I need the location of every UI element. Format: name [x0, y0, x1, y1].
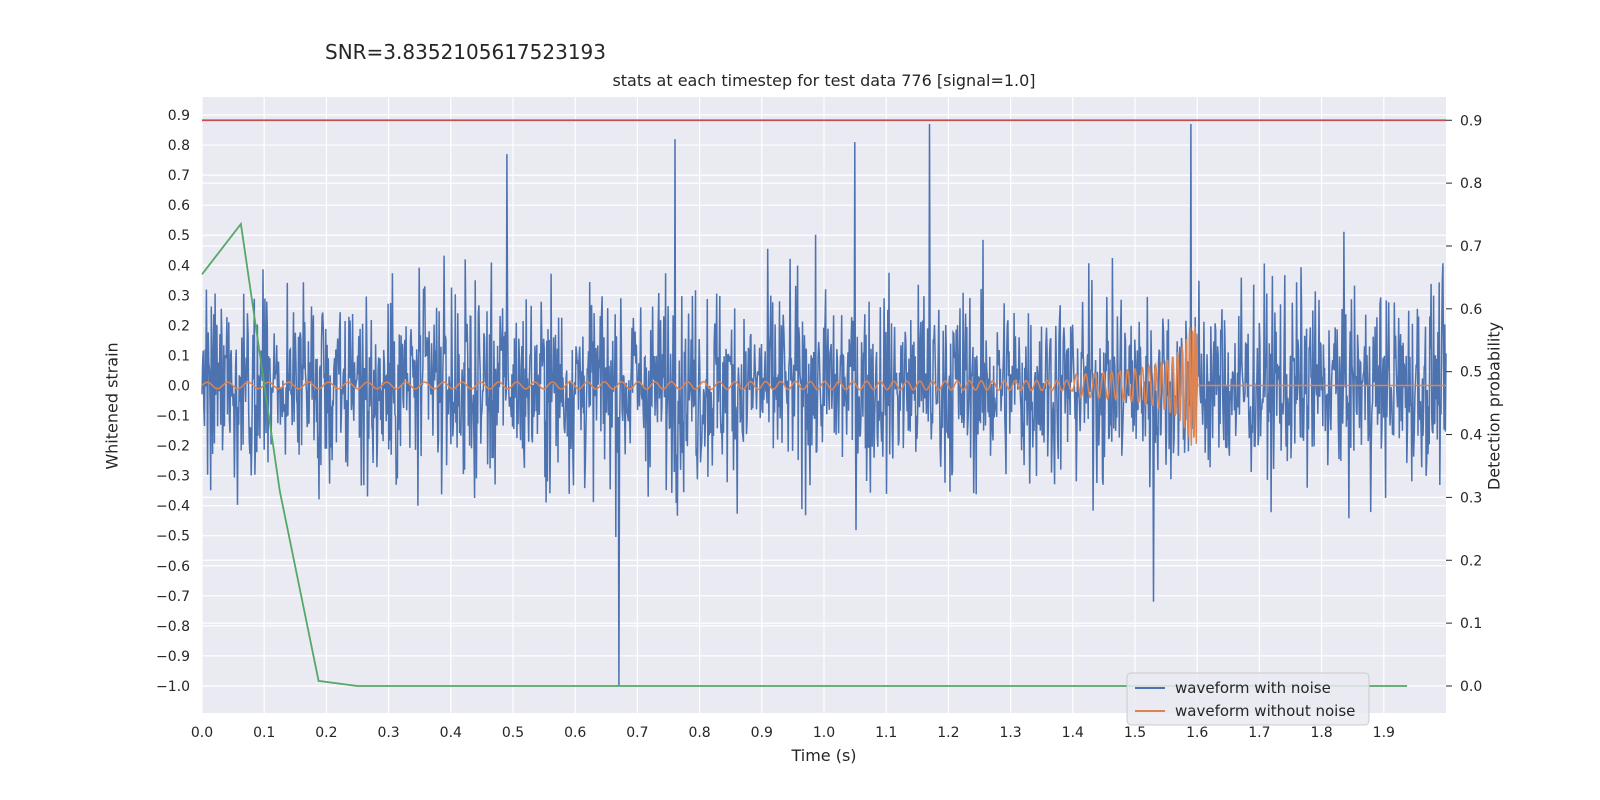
snr-suptitle: SNR=3.8352105617523193 [325, 40, 606, 64]
y-tick-label: 0.6 [168, 198, 190, 214]
y-tick-label: 0.5 [168, 228, 190, 244]
x-tick-label: 1.9 [1373, 725, 1395, 741]
legend-label: waveform without noise [1175, 702, 1355, 720]
y-tick-label: 0.9 [168, 108, 190, 124]
y-axis-label: Whitened strain [102, 342, 122, 470]
x-tick-label: 1.6 [1186, 725, 1208, 741]
x-axis-label: Time (s) [791, 746, 857, 765]
x-tick-label: 1.3 [999, 725, 1021, 741]
series-waveform-with-noise [201, 123, 1447, 687]
y2-tick-label: 0.8 [1460, 176, 1482, 192]
x-tick-label: 1.7 [1248, 725, 1270, 741]
y2-tick-label: 0.7 [1460, 239, 1482, 255]
y2-tick-label: 0.5 [1460, 365, 1482, 381]
x-axis-ticks: 0.0 0.1 0.2 0.3 0.4 0.5 0.6 0.7 0.8 0.9 1.0 1.1 1.2 1… [191, 725, 1395, 741]
y-tick-label: −0.8 [156, 619, 190, 635]
x-tick-label: 1.1 [875, 725, 897, 741]
y2-tick-label: 0.0 [1460, 679, 1482, 695]
y-tick-label: 0.4 [168, 258, 190, 274]
legend-label: waveform with noise [1175, 679, 1331, 697]
x-tick-label: 0.9 [751, 725, 773, 741]
y-tick-label: −0.5 [156, 529, 190, 545]
x-tick-label: 0.6 [564, 725, 586, 741]
x-tick-label: 1.0 [813, 725, 835, 741]
x-tick-label: 1.5 [1124, 725, 1146, 741]
y-tick-label: 0.1 [168, 348, 190, 364]
y-tick-label: 0.0 [168, 378, 190, 394]
y-tick-label: −0.4 [156, 499, 190, 515]
y2-tick-label: 0.9 [1460, 113, 1482, 129]
y-tick-label: −0.6 [156, 559, 190, 575]
x-tick-label: 0.1 [253, 725, 275, 741]
x-tick-label: 0.2 [315, 725, 337, 741]
y2-tick-label: 0.6 [1460, 302, 1482, 318]
x-tick-label: 0.5 [502, 725, 524, 741]
y-tick-label: 0.7 [168, 168, 190, 184]
y2-tick-label: 0.4 [1460, 428, 1482, 444]
legend: waveform with noise waveform without nois… [1126, 672, 1370, 726]
x-tick-label: 0.8 [688, 725, 710, 741]
x-tick-label: 0.4 [440, 725, 462, 741]
x-tick-label: 1.4 [1062, 725, 1084, 741]
y-tick-label: −0.9 [156, 649, 190, 665]
left-axis-ticks: 0.9 0.8 0.7 0.6 0.5 0.4 0.3 0.2 0.1 0.0 −0.1 −0.2 −0… [156, 108, 190, 695]
y2-tick-label: 0.1 [1460, 616, 1482, 632]
y2-tick-label: 0.2 [1460, 553, 1482, 569]
x-tick-label: 0.7 [626, 725, 648, 741]
right-axis-ticks: 0.9 0.8 0.7 0.6 0.5 0.4 0.3 0.2 0.1 0.0 [1446, 113, 1482, 695]
legend-box [1126, 672, 1370, 726]
x-tick-label: 1.8 [1310, 725, 1332, 741]
series-waveform-without-noise [201, 326, 1446, 446]
y-tick-label: −1.0 [156, 679, 190, 695]
y-tick-label: 0.8 [168, 138, 190, 154]
x-tick-label: 0.3 [377, 725, 399, 741]
y2-tick-label: 0.3 [1460, 490, 1482, 506]
y2-axis-label: Detection probability [1484, 321, 1504, 491]
y-tick-label: 0.3 [168, 288, 190, 304]
chart-title: stats at each timestep for test data 776… [612, 71, 1036, 90]
y-tick-label: −0.1 [156, 409, 190, 425]
y-tick-label: −0.7 [156, 589, 190, 605]
series-layer [201, 119, 1447, 687]
y-tick-label: 0.2 [168, 318, 190, 334]
x-tick-label: 0.0 [191, 725, 213, 741]
y-tick-label: −0.3 [156, 469, 190, 485]
y-tick-label: −0.2 [156, 439, 190, 455]
x-tick-label: 1.2 [937, 725, 959, 741]
